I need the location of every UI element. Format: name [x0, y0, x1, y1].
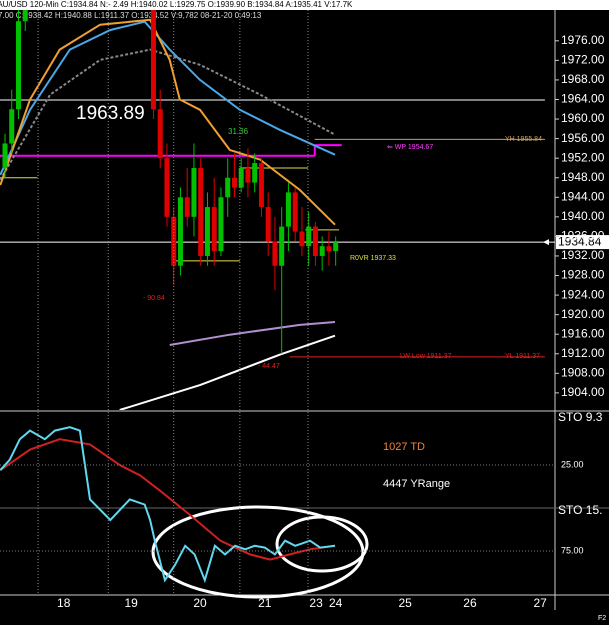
candle-body: [157, 109, 163, 159]
y-tick-label: 1960.00: [561, 111, 605, 125]
annotation: - 44.47: [258, 363, 280, 370]
x-tick-label: 25: [399, 596, 413, 610]
candle-body: [312, 226, 318, 256]
y-tick-label: 1936.00: [561, 229, 605, 243]
y-tick-label: 1904.00: [561, 385, 605, 399]
highlight-ellipse: [275, 515, 369, 573]
y-tick-label: 1976.00: [561, 33, 605, 47]
y-tick-label: 1940.00: [561, 209, 605, 223]
indicator-line: [0, 438, 336, 561]
subheader-text: 7.00 C:1938.42 H:1940.88 L:1911.37 O:193…: [0, 11, 262, 20]
header-text: XAU/USD 120-Min C:1934.84 N:- 2.49 H:194…: [0, 0, 353, 9]
x-tick-label: 19: [125, 596, 139, 610]
indicator-line: [169, 321, 336, 346]
x-tick-label: 20: [193, 596, 207, 610]
candle-body: [238, 167, 244, 188]
indicator-line: [0, 426, 336, 584]
annotation: STO 9.3: [558, 410, 603, 424]
price-label: 1934.84: [558, 234, 602, 248]
y-tick-label: 75.00: [561, 545, 584, 555]
y-tick-label: 1948.00: [561, 170, 605, 184]
candle-body: [258, 163, 264, 208]
annotation: 4447 YRange: [383, 478, 450, 490]
y-tick-label: 1932.00: [561, 248, 605, 262]
candle-body: [9, 109, 15, 144]
y-tick-label: 1920.00: [561, 307, 605, 321]
candle-body: [292, 192, 298, 232]
candle-body: [306, 226, 312, 247]
y-tick-label: 1928.00: [561, 268, 605, 282]
candle-body: [319, 246, 325, 256]
candle-body: [218, 197, 224, 252]
highlight-ellipse: [151, 505, 365, 599]
candle-body: [15, 21, 21, 110]
candle-body: [177, 197, 183, 266]
y-tick-label: 1924.00: [561, 287, 605, 301]
y-tick-label: 25.00: [561, 459, 584, 469]
header-bar: [0, 0, 609, 10]
annotation: ⇐ WP 1954.67: [387, 144, 433, 151]
x-tick-label: 24: [329, 596, 343, 610]
candle-body: [252, 163, 258, 183]
candle-body: [265, 207, 271, 242]
y-tick-label: 1956.00: [561, 131, 605, 145]
candle-body: [225, 177, 231, 198]
y-tick-label: 1916.00: [561, 326, 605, 340]
y-tick-label: 1908.00: [561, 365, 605, 379]
indicator-line: [119, 334, 336, 410]
candle-body: [22, 10, 28, 22]
candle-body: [198, 167, 204, 256]
candle-body: [285, 192, 291, 227]
candle-body: [272, 241, 278, 266]
candle-body: [245, 167, 251, 183]
y-tick-label: 1944.00: [561, 189, 605, 203]
candle-body: [191, 167, 197, 217]
price-arrow: [543, 239, 549, 246]
candle-body: [326, 246, 332, 252]
x-tick-label: 27: [533, 596, 547, 610]
annotation: - 90.84: [143, 295, 165, 302]
y-tick-label: 1964.00: [561, 92, 605, 106]
candle-body: [279, 226, 285, 266]
candle-body: [211, 207, 217, 252]
annotation: 1027 TD: [383, 441, 425, 453]
x-tick-label: 23: [309, 596, 323, 610]
price-box: [556, 235, 609, 250]
indicator-line: [0, 48, 336, 181]
x-tick-label: 18: [57, 596, 71, 610]
annotation: STO 15.: [558, 503, 602, 517]
y-tick-label: 1972.00: [561, 53, 605, 67]
y-tick-label: 1952.00: [561, 150, 605, 164]
indicator-line: [0, 20, 336, 176]
x-tick-label: 21: [258, 596, 272, 610]
candle-body: [204, 207, 210, 256]
candle-body: [333, 242, 339, 252]
y-tick-label: 1968.00: [561, 72, 605, 86]
candle-body: [2, 143, 8, 168]
annotation: 1963.89: [76, 103, 145, 124]
annotation: YH 1955.84: [505, 136, 542, 143]
candle-body: [231, 177, 237, 188]
annotation: YL 1911.37: [505, 353, 540, 360]
indicator-line: [0, 18, 336, 226]
candle-body: [299, 231, 305, 247]
candle-body: [150, 10, 156, 110]
annotation: LW Low 1911.37: [400, 353, 452, 360]
annotation: R0VR 1937.33: [350, 255, 396, 262]
footer-text: F2: [598, 615, 606, 622]
y-tick-label: 1912.00: [561, 346, 605, 360]
candle-body: [164, 158, 170, 217]
annotation: 31.36: [228, 127, 249, 136]
candle-body: [184, 197, 190, 217]
x-tick-label: 26: [463, 596, 477, 610]
